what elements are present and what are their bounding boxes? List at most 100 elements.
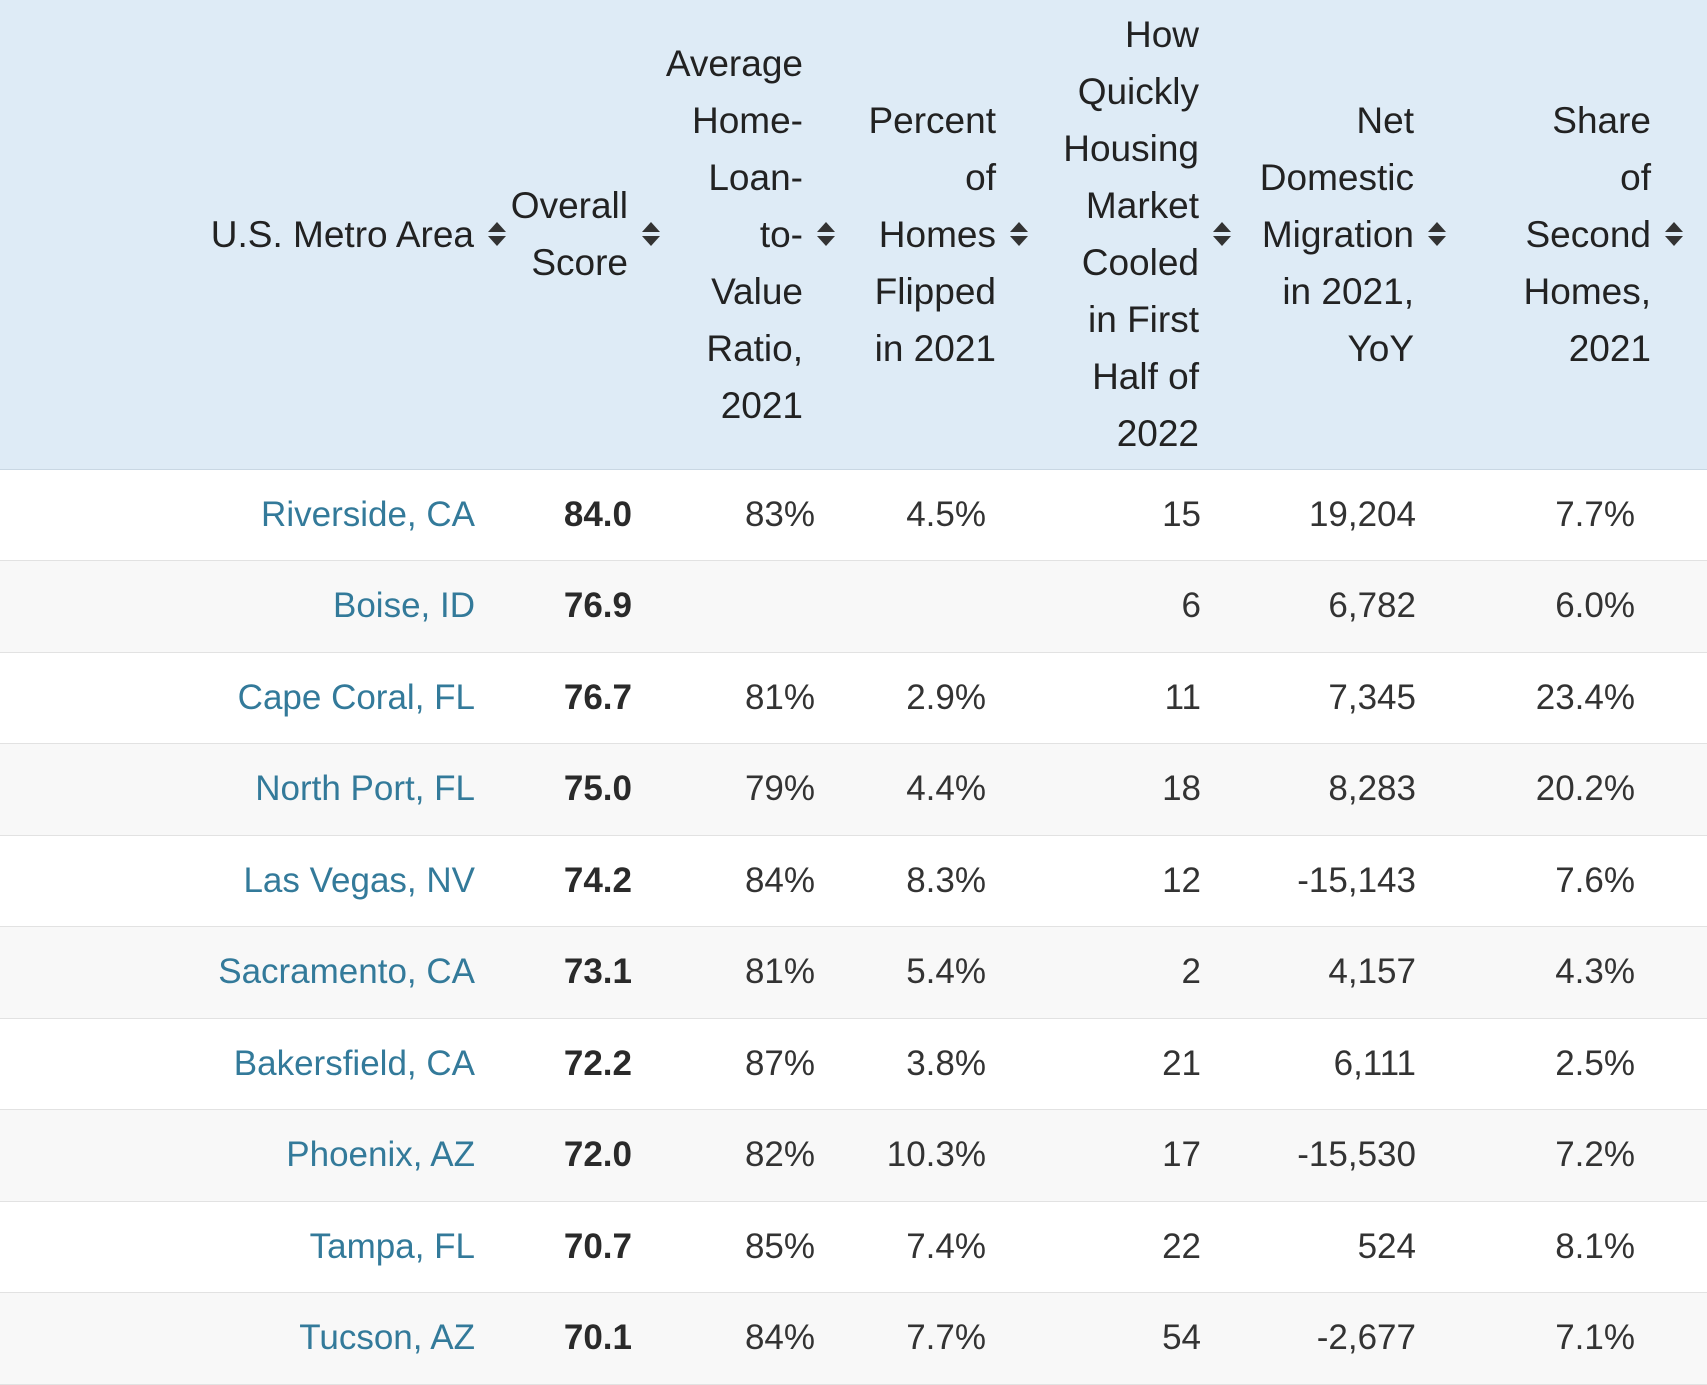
column-header-content: Percent of Homes Flipped in 2021 xyxy=(868,92,1030,377)
column-header-line: Average xyxy=(665,42,803,84)
cell-homes-flipped xyxy=(885,561,1070,653)
cell-overall-score: 72.0 xyxy=(563,1135,632,1175)
sort-icon[interactable] xyxy=(1211,221,1233,247)
cell-net-migration: 8,283 xyxy=(1328,769,1416,809)
metro-area-link[interactable]: Sacramento, CA xyxy=(218,952,475,992)
cell-market-cooled: 18 xyxy=(1162,769,1201,809)
table-row: North Port, FL 75.0 79% 4.4% 18 8,283 20.2% xyxy=(0,743,1707,835)
column-header-homes-flipped[interactable]: Percent of Homes Flipped in 2021 xyxy=(868,0,1070,470)
column-header-line: to- xyxy=(759,213,803,255)
cell-market-cooled: 15 xyxy=(1162,494,1201,534)
column-header-metro-area[interactable]: U.S. Metro Area xyxy=(0,0,540,470)
cell-loan-to-value: 82% xyxy=(744,1135,815,1175)
header-row: U.S. Metro Area Overall Score Average Home- L… xyxy=(0,0,1707,470)
table-row: Bakersfield, CA 72.2 87% 3.8% 21 6,111 2.5% xyxy=(0,1018,1707,1110)
cell-overall-score: 75.0 xyxy=(563,769,632,809)
table-row: Tucson, AZ 70.1 84% 7.7% 54 -2,677 7.1% xyxy=(0,1292,1707,1384)
column-header-line: of xyxy=(965,156,996,198)
metro-area-link[interactable]: Las Vegas, NV xyxy=(243,860,475,900)
column-header-loan-to-value[interactable]: Average Home- Loan-to- Value Ratio, 2021 xyxy=(666,0,885,470)
cell-homes-flipped: 3.8% xyxy=(906,1043,986,1083)
cell-second-homes: 8.1% xyxy=(1555,1226,1635,1266)
cell-overall-score: 70.1 xyxy=(563,1318,632,1358)
cell-loan-to-value: 84% xyxy=(744,1318,815,1358)
cell-homes-flipped: 7.7% xyxy=(906,1318,986,1358)
sort-icon[interactable] xyxy=(1663,221,1685,247)
column-header-content: Average Home- Loan-to- Value Ratio, 2021 xyxy=(666,35,837,434)
cell-second-homes: 20.2% xyxy=(1535,769,1635,809)
column-header-market-cooled[interactable]: How Quickly Housing Market Cooled in First Hal… xyxy=(1063,0,1263,470)
column-header-line: in 2021, xyxy=(1282,270,1414,312)
column-header-line: How xyxy=(1124,14,1199,56)
metro-area-link[interactable]: North Port, FL xyxy=(255,769,475,809)
column-header-second-homes[interactable]: Share of Second Homes, 2021 xyxy=(1478,0,1707,470)
column-header-line: YoY xyxy=(1347,327,1414,369)
metro-area-link[interactable]: Bakersfield, CA xyxy=(233,1043,475,1083)
table-header: U.S. Metro Area Overall Score Average Home- L… xyxy=(0,0,1707,470)
table-row: Cape Coral, FL 76.7 81% 2.9% 11 7,345 23.4% xyxy=(0,652,1707,744)
column-header-line: Homes, xyxy=(1523,270,1651,312)
cell-net-migration: -15,143 xyxy=(1297,860,1416,900)
table-row: Tampa, FL 70.7 85% 7.4% 22 524 8.1% xyxy=(0,1201,1707,1293)
metro-area-link[interactable]: Cape Coral, FL xyxy=(237,677,475,717)
column-header-line: Flipped xyxy=(874,270,996,312)
column-header-label: Average Home- Loan-to- Value Ratio, 2021 xyxy=(666,35,803,434)
cell-market-cooled: 21 xyxy=(1162,1043,1201,1083)
cell-homes-flipped: 8.3% xyxy=(906,860,986,900)
cell-overall-score: 72.2 xyxy=(563,1043,632,1083)
column-header-content: Share of Second Homes, 2021 xyxy=(1478,92,1685,377)
column-header-line: Domestic xyxy=(1259,156,1414,198)
cell-homes-flipped: 7.4% xyxy=(906,1226,986,1266)
cell-second-homes: 7.7% xyxy=(1555,494,1635,534)
cell-net-migration: 6,782 xyxy=(1328,586,1416,626)
cell-market-cooled: 54 xyxy=(1162,1318,1201,1358)
cell-loan-to-value xyxy=(700,561,885,653)
cell-homes-flipped: 10.3% xyxy=(886,1135,986,1175)
column-header-label: Share of Second Homes, 2021 xyxy=(1524,92,1651,377)
column-header-line: Homes xyxy=(878,213,996,255)
table-body: Riverside, CA 84.0 83% 4.5% 15 19,204 7.7% Bois… xyxy=(0,469,1707,1384)
table-row: Sacramento, CA 73.1 81% 5.4% 2 4,157 4.3% xyxy=(0,926,1707,1018)
column-header-content: Overall Score xyxy=(511,177,662,291)
column-header-net-migration[interactable]: Net Domestic Migration in 2021, YoY xyxy=(1260,0,1478,470)
column-header-label: Net Domestic Migration in 2021, YoY xyxy=(1260,92,1414,377)
sort-icon[interactable] xyxy=(815,221,837,247)
metro-area-link[interactable]: Tucson, AZ xyxy=(299,1318,475,1358)
column-header-line: Second xyxy=(1525,213,1652,255)
metro-area-link[interactable]: Phoenix, AZ xyxy=(286,1135,475,1175)
cell-market-cooled: 2 xyxy=(1181,952,1201,992)
column-header-line: Value xyxy=(711,270,803,312)
cell-market-cooled: 12 xyxy=(1162,860,1201,900)
cell-loan-to-value: 79% xyxy=(744,769,815,809)
column-header-line: 2022 xyxy=(1116,413,1199,455)
cell-loan-to-value: 84% xyxy=(744,860,815,900)
column-header-content: How Quickly Housing Market Cooled in First Hal… xyxy=(1063,6,1233,462)
column-header-overall-score[interactable]: Overall Score xyxy=(511,0,700,470)
column-header-line: Cooled xyxy=(1081,242,1199,284)
sort-icon[interactable] xyxy=(1008,221,1030,247)
table-row: Boise, ID 76.9 6 6,782 6.0% xyxy=(0,560,1707,653)
cell-overall-score: 73.1 xyxy=(563,952,632,992)
cell-overall-score: 76.7 xyxy=(563,677,632,717)
metro-area-link[interactable]: Tampa, FL xyxy=(309,1226,475,1266)
column-header-content: U.S. Metro Area xyxy=(0,206,508,263)
cell-second-homes: 6.0% xyxy=(1555,586,1635,626)
cell-market-cooled: 22 xyxy=(1162,1226,1201,1266)
column-header-line: Housing xyxy=(1063,128,1199,170)
sort-icon[interactable] xyxy=(1426,221,1448,247)
sort-icon[interactable] xyxy=(640,221,662,247)
cell-overall-score: 74.2 xyxy=(563,860,632,900)
column-header-line: in 2021 xyxy=(874,327,996,369)
cell-second-homes: 7.6% xyxy=(1555,860,1635,900)
cell-homes-flipped: 2.9% xyxy=(906,677,986,717)
column-header-line: Net xyxy=(1356,99,1414,141)
column-header-line: Share xyxy=(1552,99,1651,141)
metro-area-link[interactable]: Boise, ID xyxy=(333,586,475,626)
cell-loan-to-value: 85% xyxy=(744,1226,815,1266)
column-header-line: 2021 xyxy=(1568,327,1651,369)
sort-icon[interactable] xyxy=(486,221,508,247)
cell-second-homes: 4.3% xyxy=(1555,952,1635,992)
cell-second-homes: 7.2% xyxy=(1555,1135,1635,1175)
metro-area-link[interactable]: Riverside, CA xyxy=(261,494,475,534)
